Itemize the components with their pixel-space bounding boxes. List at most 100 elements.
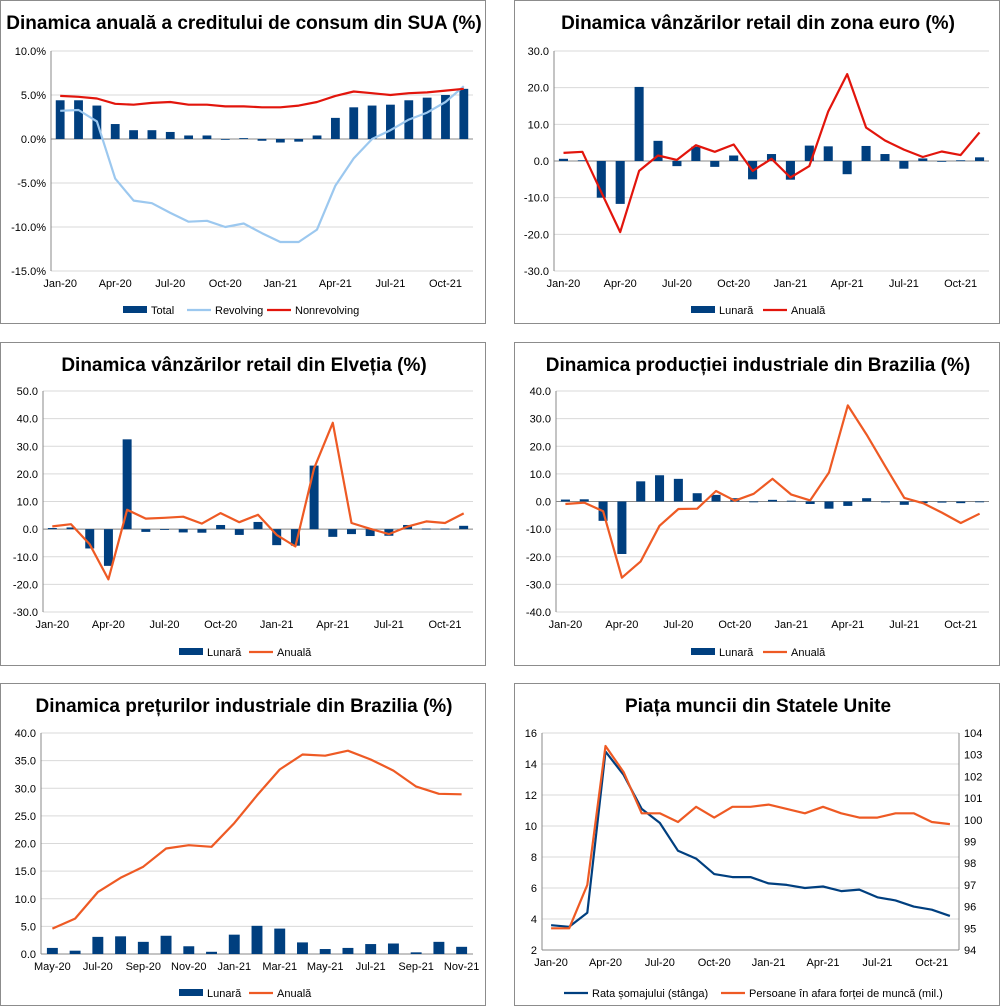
bar	[577, 160, 587, 162]
bar	[257, 139, 267, 141]
x-tick-label: Oct-21	[428, 619, 461, 631]
y-tick-label: 10.0	[17, 497, 38, 509]
bar	[975, 157, 985, 161]
bar	[206, 951, 217, 954]
x-tick-label: Jul-20	[663, 619, 693, 631]
y2-tick-label: 102	[964, 771, 982, 783]
bar	[239, 138, 249, 139]
y2-tick-label: 104	[964, 728, 982, 740]
y-tick-label: 10.0%	[15, 46, 46, 58]
bar	[290, 529, 300, 546]
y2-tick-label: 103	[964, 750, 982, 762]
y-tick-label: -10.0	[13, 552, 38, 564]
bar	[367, 105, 377, 139]
bar	[710, 161, 720, 167]
bar	[251, 925, 263, 954]
legend-label: Rata șomajului (stânga)	[592, 988, 708, 1000]
bar	[615, 161, 625, 204]
bar	[861, 145, 871, 161]
bar	[178, 529, 188, 533]
bar	[74, 100, 83, 139]
bar	[975, 501, 985, 503]
legend-label: Lunară	[719, 647, 754, 659]
y-tick-label: 0.0	[536, 497, 551, 509]
bar	[673, 478, 683, 502]
y-tick-label: 6	[531, 883, 537, 895]
x-tick-label: Jan-21	[260, 619, 294, 631]
bar	[880, 154, 890, 161]
legend-label: Revolving	[215, 305, 263, 317]
bar	[197, 529, 207, 533]
series-line	[60, 85, 465, 244]
bar	[804, 145, 814, 161]
bar	[918, 158, 928, 161]
bar	[253, 521, 263, 530]
chart-svg-brazil-industrial-production: Dinamica producției industriale din Braz…	[526, 355, 989, 659]
bar	[653, 140, 663, 161]
bar	[328, 529, 338, 537]
x-tick-label: Jul-21	[889, 278, 919, 290]
chart-panel-us-consumer-credit: Dinamica anuală a creditului de consum d…	[0, 0, 486, 324]
chart-panel-swiss-retail: Dinamica vânzărilor retail din Elveția (…	[0, 342, 486, 666]
bar	[956, 160, 966, 162]
bar	[560, 499, 570, 502]
bar	[47, 528, 57, 530]
bar	[410, 952, 422, 954]
chart-svg-us-consumer-credit: Dinamica anuală a creditului de consum d…	[6, 13, 481, 317]
y-tick-label: 4	[531, 914, 537, 926]
y2-tick-label: 94	[964, 945, 976, 957]
y-tick-label: 40.0	[17, 414, 38, 426]
bar	[785, 161, 795, 180]
legend-label: Anuală	[791, 305, 826, 317]
y-tick-label: -15.0%	[11, 266, 46, 278]
y-tick-label: 0.0%	[21, 134, 46, 146]
bar	[386, 104, 395, 139]
legend-label: Nonrevolving	[295, 305, 359, 317]
y-tick-label: -20.0	[13, 579, 38, 591]
bar	[55, 100, 65, 139]
x-tick-label: Jan-21	[752, 957, 786, 969]
legend-label: Lunară	[207, 647, 242, 659]
y-tick-label: 40.0	[530, 386, 551, 398]
y-tick-label: 25.0	[15, 811, 36, 823]
bar	[672, 161, 682, 167]
y-tick-label: 20.0	[17, 469, 38, 481]
x-tick-label: Apr-20	[604, 278, 637, 290]
chart-svg-swiss-retail: Dinamica vânzărilor retail din Elveția (…	[13, 355, 473, 659]
bar	[459, 525, 469, 530]
bar	[441, 95, 450, 139]
bar	[862, 498, 872, 502]
y-tick-label: 12	[525, 790, 537, 802]
x-tick-label: Sep-21	[398, 961, 433, 973]
y2-tick-label: 99	[964, 837, 976, 849]
bar	[228, 934, 240, 954]
bar	[456, 946, 468, 954]
y2-tick-label: 101	[964, 793, 982, 805]
legend-label: Anuală	[277, 647, 312, 659]
bar	[766, 154, 777, 161]
y-tick-label: -20.0	[524, 229, 549, 241]
x-tick-label: Jan-20	[534, 957, 568, 969]
x-tick-label: Oct-20	[209, 278, 242, 290]
bar	[786, 500, 796, 502]
bar	[312, 135, 322, 139]
bar	[85, 529, 95, 549]
x-tick-label: Jan-20	[549, 619, 583, 631]
x-tick-label: Jan-21	[217, 961, 251, 973]
x-tick-label: Jul-20	[155, 278, 185, 290]
y-tick-label: 10.0	[530, 469, 551, 481]
y2-tick-label: 100	[964, 815, 982, 827]
chart-title: Dinamica vânzărilor retail din Elveția (…	[61, 355, 426, 376]
bar	[346, 529, 356, 535]
y-tick-label: -30.0	[526, 579, 551, 591]
x-tick-label: Jul-20	[662, 278, 692, 290]
y2-tick-label: 97	[964, 880, 976, 892]
bar	[579, 499, 589, 502]
bar	[596, 161, 606, 198]
y-tick-label: -10.0	[524, 193, 549, 205]
y-tick-label: 0.0	[23, 524, 38, 536]
x-tick-label: Oct-21	[944, 278, 977, 290]
x-tick-label: May-20	[34, 961, 71, 973]
y-tick-label: -40.0	[526, 607, 551, 619]
legend-swatch	[179, 989, 203, 996]
